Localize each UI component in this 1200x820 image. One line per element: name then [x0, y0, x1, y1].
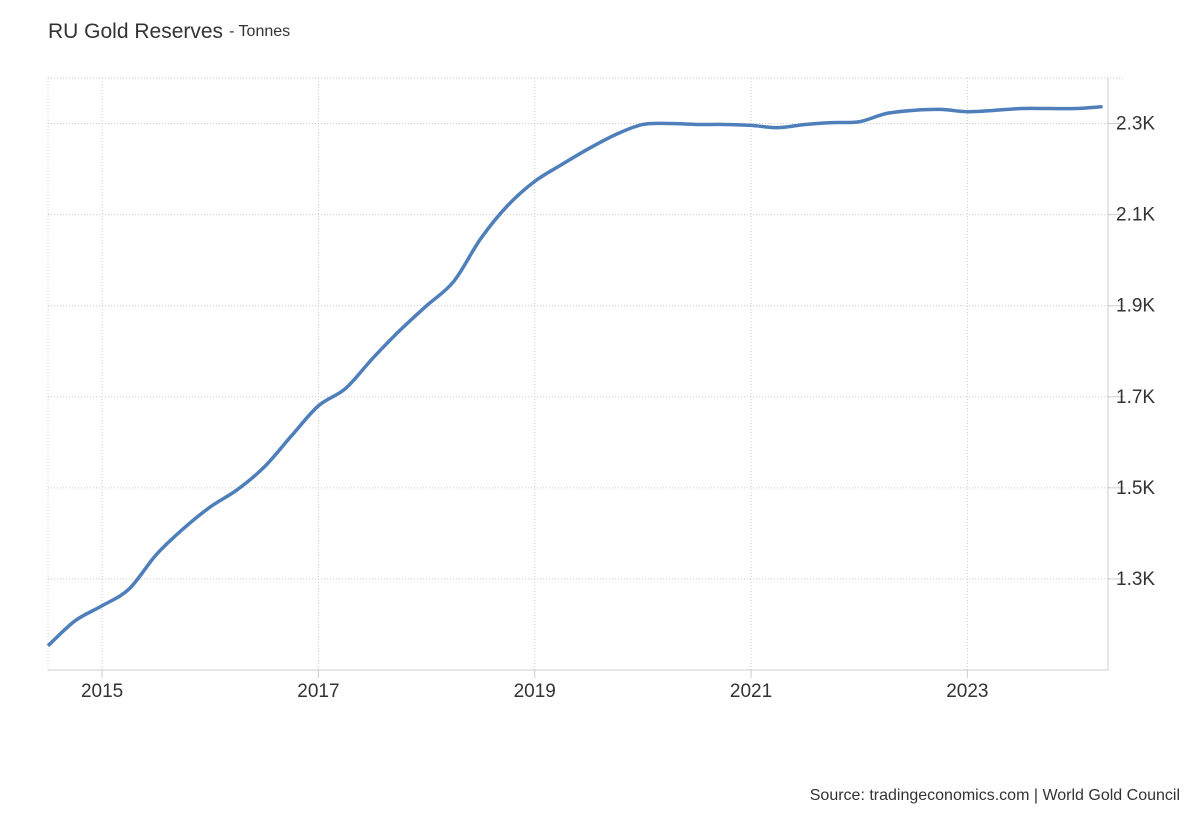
y-tick-label: 1.5K — [1116, 478, 1155, 499]
x-tick-label: 2019 — [514, 681, 556, 702]
y-tick-label: 2.1K — [1116, 205, 1155, 226]
data-line — [46, 104, 1103, 648]
x-tick-label: 2021 — [730, 681, 772, 702]
x-tick-label: 2017 — [297, 681, 339, 702]
chart-title: RU Gold Reserves - Tonnes — [48, 20, 290, 43]
title: RU Gold Reserves — [48, 20, 223, 43]
source: Source: tradingeconomics.com | World Gol… — [810, 787, 1180, 804]
y-tick-label: 1.7K — [1116, 387, 1155, 408]
x-tick-label: 2015 — [81, 681, 123, 702]
y-tick-label: 1.3K — [1116, 569, 1155, 590]
subtitle: - Tonnes — [229, 23, 290, 40]
y-tick-label: 1.9K — [1116, 296, 1155, 317]
x-tick-label: 2023 — [946, 681, 988, 702]
y-tick-label: 2.3K — [1116, 114, 1155, 135]
